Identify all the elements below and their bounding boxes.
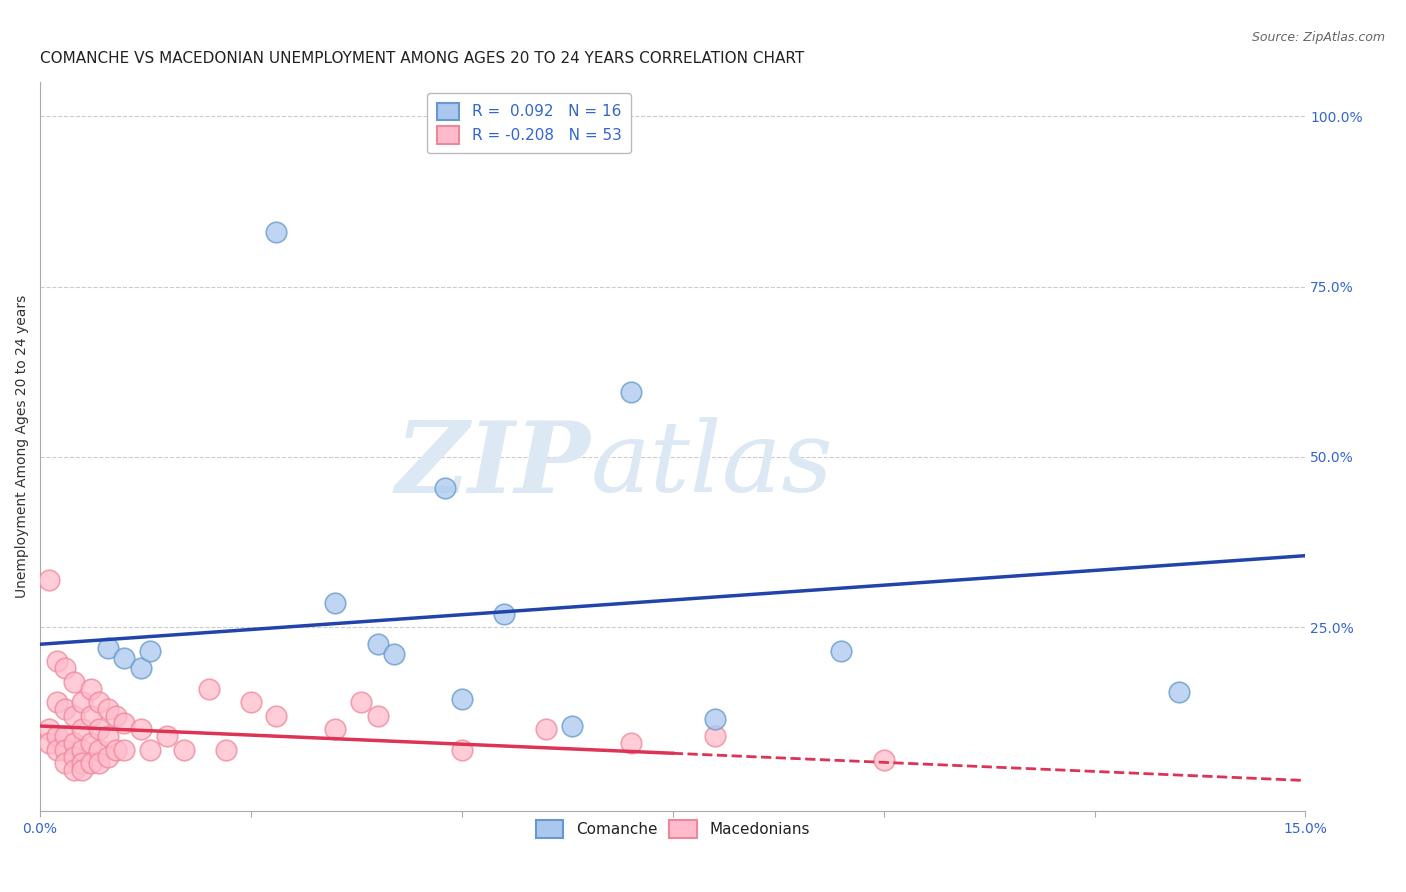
- Point: [38, 573, 60, 587]
- Text: atlas: atlas: [591, 417, 834, 513]
- Point: [266, 708, 288, 723]
- Point: [198, 681, 221, 696]
- Point: [131, 723, 153, 737]
- Point: [89, 723, 111, 737]
- Point: [97, 749, 120, 764]
- Point: [367, 637, 389, 651]
- Point: [325, 596, 347, 610]
- Point: [114, 651, 136, 665]
- Point: [830, 644, 852, 658]
- Point: [105, 708, 128, 723]
- Point: [80, 756, 103, 771]
- Point: [55, 702, 77, 716]
- Point: [266, 225, 288, 239]
- Text: Source: ZipAtlas.com: Source: ZipAtlas.com: [1251, 31, 1385, 45]
- Point: [173, 743, 195, 757]
- Point: [240, 695, 263, 709]
- Point: [46, 654, 69, 668]
- Point: [89, 743, 111, 757]
- Point: [89, 756, 111, 771]
- Point: [451, 691, 474, 706]
- Point: [384, 648, 406, 662]
- Point: [89, 695, 111, 709]
- Point: [46, 695, 69, 709]
- Point: [63, 708, 86, 723]
- Point: [55, 743, 77, 757]
- Point: [560, 719, 582, 733]
- Point: [63, 749, 86, 764]
- Point: [139, 644, 162, 658]
- Point: [156, 729, 179, 743]
- Point: [80, 736, 103, 750]
- Point: [703, 712, 725, 726]
- Point: [46, 743, 69, 757]
- Point: [703, 729, 725, 743]
- Y-axis label: Unemployment Among Ages 20 to 24 years: Unemployment Among Ages 20 to 24 years: [15, 295, 30, 599]
- Point: [350, 695, 373, 709]
- Point: [1167, 685, 1189, 699]
- Point: [80, 708, 103, 723]
- Point: [872, 753, 894, 767]
- Point: [367, 708, 389, 723]
- Point: [55, 756, 77, 771]
- Point: [97, 702, 120, 716]
- Legend: Comanche, Macedonians: Comanche, Macedonians: [530, 814, 815, 844]
- Point: [619, 736, 641, 750]
- Point: [72, 756, 94, 771]
- Point: [215, 743, 238, 757]
- Point: [139, 743, 162, 757]
- Point: [63, 736, 86, 750]
- Point: [80, 681, 103, 696]
- Point: [63, 674, 86, 689]
- Point: [72, 695, 94, 709]
- Point: [55, 661, 77, 675]
- Point: [38, 723, 60, 737]
- Point: [97, 729, 120, 743]
- Text: ZIP: ZIP: [395, 417, 591, 513]
- Point: [492, 607, 515, 621]
- Point: [131, 661, 153, 675]
- Point: [72, 743, 94, 757]
- Point: [434, 481, 457, 495]
- Point: [46, 729, 69, 743]
- Point: [105, 743, 128, 757]
- Point: [38, 736, 60, 750]
- Point: [72, 723, 94, 737]
- Point: [114, 743, 136, 757]
- Text: COMANCHE VS MACEDONIAN UNEMPLOYMENT AMONG AGES 20 TO 24 YEARS CORRELATION CHART: COMANCHE VS MACEDONIAN UNEMPLOYMENT AMON…: [41, 51, 804, 66]
- Point: [55, 729, 77, 743]
- Point: [97, 640, 120, 655]
- Point: [63, 764, 86, 778]
- Point: [325, 723, 347, 737]
- Point: [451, 743, 474, 757]
- Point: [114, 715, 136, 730]
- Point: [72, 764, 94, 778]
- Point: [534, 723, 557, 737]
- Point: [619, 385, 641, 400]
